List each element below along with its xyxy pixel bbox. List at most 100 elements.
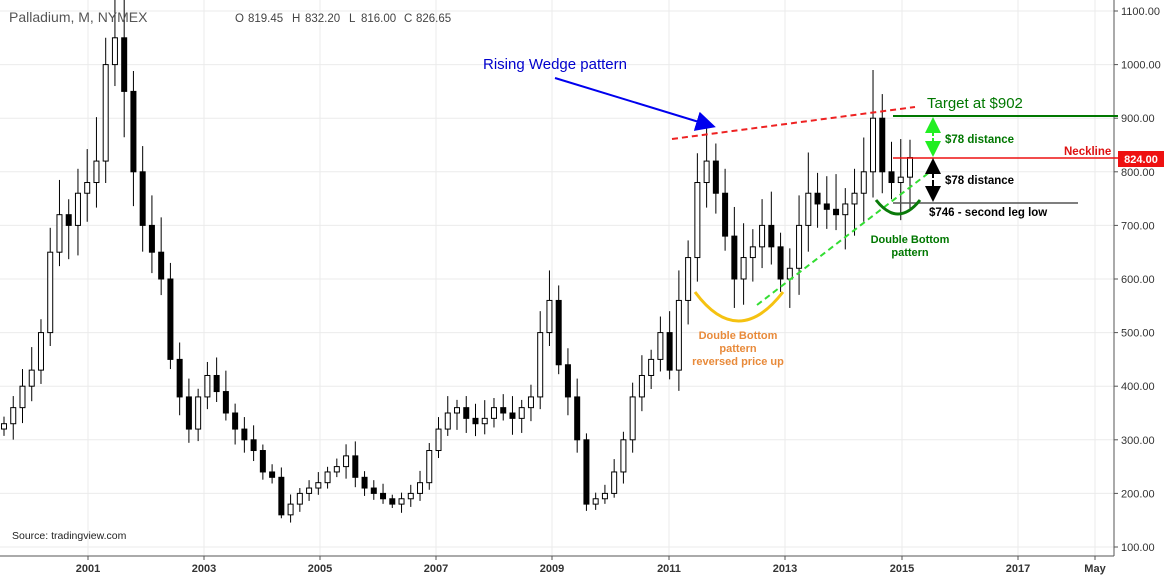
candle <box>851 168 858 236</box>
y-tick-label: 1000.00 <box>1121 60 1161 72</box>
candle <box>620 431 627 484</box>
y-tick-label: 1100.00 <box>1121 6 1160 18</box>
candle <box>84 149 91 222</box>
large-double-bottom-label-3: reversed price up <box>692 356 784 368</box>
candle <box>10 396 17 440</box>
high-value: 832.20 <box>305 13 340 25</box>
candle <box>148 195 155 274</box>
candle <box>694 153 701 282</box>
candle <box>250 425 257 462</box>
candle <box>139 146 146 252</box>
candle <box>269 464 276 484</box>
y-tick-label: 400.00 <box>1121 381 1155 393</box>
candle <box>407 484 414 507</box>
low-label: L <box>349 13 356 25</box>
symbol-title: Palladium, M, NYMEX <box>9 9 148 25</box>
neckline-label: Neckline <box>1064 146 1111 158</box>
y-tick-label: 300.00 <box>1121 435 1155 447</box>
high-label: H <box>292 13 300 25</box>
candle <box>213 357 220 403</box>
y-tick-label: 900.00 <box>1121 113 1155 125</box>
candle <box>444 396 451 436</box>
candle <box>1 416 7 436</box>
candle <box>509 396 516 435</box>
candle <box>222 370 229 421</box>
candle <box>287 494 294 523</box>
last-price-label: 824.00 <box>1124 154 1158 166</box>
x-tick-label: 2013 <box>773 563 797 575</box>
candle <box>93 117 100 208</box>
candle <box>454 399 460 430</box>
candle <box>158 217 165 296</box>
candle <box>703 121 710 208</box>
candle <box>527 384 534 422</box>
y-tick-label: 100.00 <box>1121 542 1155 554</box>
candle <box>823 176 830 229</box>
candle <box>601 484 608 504</box>
candle <box>685 240 692 325</box>
wedge-upper-line <box>671 106 916 140</box>
candle <box>564 348 571 416</box>
candle <box>398 492 405 513</box>
candle <box>463 396 470 433</box>
candle <box>65 199 72 260</box>
candle <box>888 141 895 200</box>
candle <box>870 69 877 198</box>
candle <box>389 494 396 508</box>
y-tick-label: 800.00 <box>1121 167 1155 179</box>
small-double-bottom-label-2: pattern <box>891 247 929 259</box>
candle <box>241 417 248 453</box>
candle <box>352 441 359 488</box>
candle <box>638 355 645 412</box>
candle <box>195 388 202 442</box>
upper-distance-label: $78 distance <box>945 134 1014 146</box>
close-label: C <box>404 13 412 25</box>
large-double-bottom-label-1: Double Bottom <box>699 330 778 342</box>
candle <box>481 400 488 435</box>
candle <box>546 270 553 346</box>
candle <box>343 444 350 479</box>
wedge-lower-line <box>756 167 936 306</box>
x-tick-label: May <box>1084 563 1106 575</box>
candle <box>629 382 636 453</box>
candle <box>37 319 44 384</box>
second-leg-low-label: $746 - second leg low <box>929 207 1047 219</box>
candle <box>435 417 442 459</box>
small-double-bottom-arc <box>874 199 922 216</box>
candle <box>805 152 812 252</box>
low-value: 816.00 <box>361 13 396 25</box>
x-tick-label: 2009 <box>540 563 564 575</box>
wedge-pointer-arrow <box>554 77 716 131</box>
candle <box>232 403 239 445</box>
y-tick-label: 600.00 <box>1121 274 1155 286</box>
candle <box>814 172 821 228</box>
candle <box>768 191 775 265</box>
candle <box>370 480 377 500</box>
y-tick-label: 700.00 <box>1121 220 1155 232</box>
open-label: O <box>235 13 244 25</box>
x-tick-label: 2007 <box>424 563 448 575</box>
candle <box>121 0 128 138</box>
candle <box>361 471 368 496</box>
candle <box>278 467 285 519</box>
lower-distance-label: $78 distance <box>945 175 1014 187</box>
grid <box>0 0 1114 556</box>
small-double-bottom-label-1: Double Bottom <box>871 234 950 246</box>
candle <box>777 232 784 292</box>
candle <box>712 143 719 214</box>
candle <box>583 433 590 511</box>
candle <box>19 369 26 424</box>
candle <box>518 399 525 433</box>
candle <box>796 195 803 295</box>
candle <box>167 262 174 370</box>
candle <box>666 311 673 380</box>
y-tick-label: 500.00 <box>1121 328 1155 340</box>
candle <box>472 403 479 437</box>
candle <box>56 179 63 267</box>
x-axis: 2001 2003 2005 2007 2009 2011 2013 2015 2017 May <box>76 556 1107 575</box>
candle <box>306 480 313 501</box>
candle <box>759 199 766 269</box>
x-tick-label: 2015 <box>890 563 914 575</box>
candle <box>28 347 35 402</box>
